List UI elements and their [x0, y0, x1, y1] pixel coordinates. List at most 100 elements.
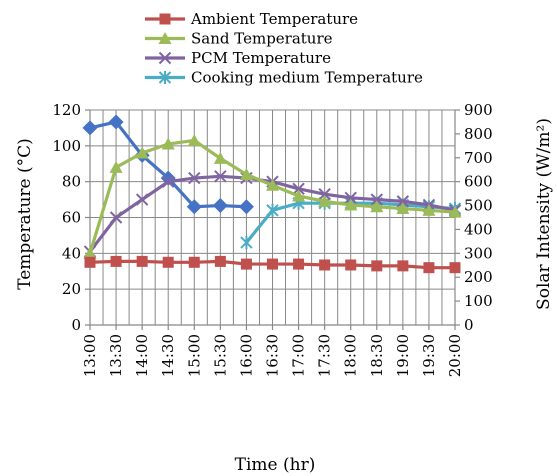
data-point-sand-temperature	[422, 203, 436, 216]
legend-swatch-marker	[158, 51, 172, 65]
data-point-ambient-temperature	[423, 262, 435, 274]
data-point-ambient-temperature	[345, 259, 357, 271]
axes: 0 20 40 60 80 100 120 0 100 200 300 400 500 600 700 800…	[52, 101, 492, 377]
data-point-sand-temperature	[266, 178, 279, 191]
series-sand-temperature	[83, 133, 462, 259]
y-tick-label: 20	[62, 280, 81, 298]
y2-axis-title: Solar Intensity (W/m²)	[534, 118, 554, 310]
y2-tick-label: 400	[464, 220, 493, 238]
y2-tick-label: 0	[464, 316, 474, 334]
x-tick-label: 14:30	[159, 334, 177, 377]
legend-item-sand-temperature: Sand Temperature	[145, 30, 333, 48]
data-point-pcm-temperature	[162, 175, 175, 188]
grid	[89, 109, 456, 326]
y2-tick-label: 300	[464, 244, 493, 262]
data-point-sand-temperature	[344, 198, 358, 211]
x-tick-label: 17:00	[290, 334, 308, 377]
x-tick-label: 18:30	[368, 334, 386, 377]
data-point-pcm-temperature	[370, 193, 383, 206]
x-tick-label: 15:30	[211, 334, 229, 377]
legend-swatch-marker	[158, 71, 172, 84]
data-point-sand-temperature	[213, 151, 227, 164]
data-point-sand-temperature	[239, 168, 253, 180]
data-point-ambient-temperature	[319, 259, 331, 271]
legend-label: Ambient Temperature	[190, 10, 358, 28]
data-point-solar-intensity	[238, 199, 254, 215]
legend-item-ambient-temperature: Ambient Temperature	[145, 10, 358, 28]
x-tick-label: 17:30	[316, 334, 334, 377]
data-point-pcm-temperature	[109, 211, 123, 224]
data-point-ambient-temperature	[293, 258, 305, 270]
x-tick-label: 14:00	[133, 334, 151, 377]
y-tick-label: 60	[62, 209, 81, 227]
data-point-sand-temperature	[187, 133, 201, 146]
series-ambient-temperature	[84, 255, 461, 274]
y2-tick-label: 500	[464, 197, 493, 215]
data-point-ambient-temperature	[162, 256, 174, 268]
data-point-ambient-temperature	[371, 260, 383, 272]
series-layer	[82, 114, 462, 274]
x-tick-label: 16:00	[237, 334, 255, 377]
data-point-sand-temperature	[109, 160, 123, 173]
data-point-solar-intensity	[212, 198, 228, 214]
y-tick-label: 0	[71, 316, 81, 334]
x-tick-label: 19:30	[420, 334, 438, 377]
legend-label: PCM Temperature	[191, 49, 331, 67]
data-point-ambient-temperature	[397, 260, 409, 272]
data-point-ambient-temperature	[136, 255, 148, 267]
x-tick-label: 20:00	[446, 334, 464, 377]
data-point-ambient-temperature	[214, 255, 226, 267]
data-point-sand-temperature	[135, 146, 149, 159]
data-point-sand-temperature	[448, 205, 462, 218]
data-point-pcm-temperature	[292, 182, 305, 196]
data-point-pcm-temperature	[214, 170, 227, 183]
data-point-ambient-temperature	[110, 255, 122, 267]
y-tick-label: 80	[62, 173, 81, 191]
data-point-ambient-temperature	[267, 258, 278, 270]
data-point-pcm-temperature	[188, 171, 201, 185]
data-point-cooking-medium-temperature	[266, 203, 279, 217]
x-tick-label: 13:30	[107, 334, 125, 377]
data-point-solar-intensity	[108, 114, 124, 130]
data-point-cooking-medium-temperature	[240, 236, 253, 250]
data-point-ambient-temperature	[449, 262, 461, 274]
data-point-ambient-temperature	[84, 256, 96, 268]
y2-tick-label: 700	[464, 149, 493, 167]
y2-tick-label: 600	[464, 173, 493, 191]
data-point-ambient-temperature	[188, 256, 200, 268]
data-point-sand-temperature	[161, 137, 175, 150]
data-point-sand-temperature	[318, 194, 332, 207]
x-tick-label: 18:00	[342, 334, 360, 377]
x-tick-label: 15:00	[185, 334, 203, 377]
data-point-sand-temperature	[370, 200, 384, 213]
y-tick-label: 100	[52, 137, 81, 155]
y-tick-label: 120	[52, 101, 81, 119]
y2-tick-label: 200	[464, 268, 493, 286]
data-point-pcm-temperature	[318, 188, 331, 201]
x-tick-label: 19:00	[394, 334, 412, 377]
x-tick-label: 13:00	[81, 334, 99, 377]
data-point-pcm-temperature	[396, 195, 410, 208]
y2-tick-label: 900	[464, 101, 493, 119]
data-point-sand-temperature	[292, 189, 306, 202]
x-axis-title: Time (hr)	[235, 455, 316, 475]
y2-tick-label: 100	[464, 292, 493, 310]
legend-label: Cooking medium Temperature	[191, 69, 423, 87]
legend-swatch-marker	[159, 13, 171, 25]
data-point-sand-temperature	[83, 246, 97, 259]
legend-swatch-marker	[158, 32, 172, 44]
x-tick-label: 16:30	[264, 334, 282, 377]
y-tick-label: 40	[62, 244, 81, 262]
y-axis-title: Temperature (°C)	[15, 138, 35, 290]
data-point-solar-intensity	[186, 199, 202, 215]
data-point-pcm-temperature	[135, 193, 149, 206]
data-point-ambient-temperature	[240, 258, 252, 270]
series-solar-intensity	[82, 114, 254, 215]
data-point-solar-intensity	[82, 120, 98, 136]
legend-label: Sand Temperature	[191, 30, 333, 48]
y2-tick-label: 800	[464, 125, 493, 143]
data-point-pcm-temperature	[344, 191, 357, 204]
